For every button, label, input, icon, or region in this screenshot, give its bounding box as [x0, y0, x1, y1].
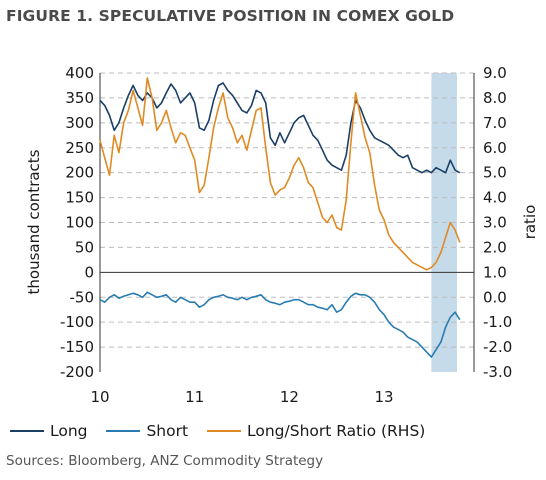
- series-long-line: [99, 82, 461, 174]
- y-right-tick-label: 5.0: [483, 164, 507, 182]
- y-left-tick-label: -200: [60, 363, 94, 381]
- y-left-tick-label: -150: [60, 338, 94, 356]
- x-tick-label: 11: [185, 388, 204, 406]
- y-right-tick-label: -3.0: [483, 363, 512, 381]
- x-tick-label: 10: [90, 388, 109, 406]
- y-left-tick-label: 400: [65, 64, 94, 82]
- y-right-tick-label: 3.0: [483, 214, 507, 232]
- series-ratio-line: [99, 77, 461, 271]
- legend-swatch-long: [10, 430, 44, 432]
- legend-label-short: Short: [146, 422, 189, 440]
- y-left-tick-label: 150: [65, 189, 94, 207]
- source-note: Sources: Bloomberg, ANZ Commodity Strate…: [6, 453, 324, 469]
- y-right-tick-label: 7.0: [483, 114, 507, 132]
- y-right-tick-label: -1.0: [483, 313, 512, 331]
- y-left-tick-label: -100: [60, 313, 94, 331]
- chart-plot: 400 350 300 250 200 150 100 50 0 -50 -100 -150 -200 9…: [60, 64, 512, 406]
- y-left-tick-label: 0: [84, 263, 94, 281]
- legend-swatch-short: [106, 430, 141, 432]
- legend-item-ratio: Long/Short Ratio (RHS): [207, 422, 425, 440]
- y-left-tick-label: -50: [70, 288, 95, 306]
- legend-label-ratio: Long/Short Ratio (RHS): [247, 422, 426, 440]
- y-right-tick-label: 6.0: [483, 139, 507, 157]
- y-right-tick-label: 1.0: [483, 263, 507, 281]
- chart-legend: Long Short Long/Short Ratio (RHS): [10, 418, 439, 440]
- y-left-tick-label: 200: [65, 164, 94, 182]
- y-left-tick-label: 50: [75, 238, 94, 256]
- y-right-tick-label: 4.0: [483, 189, 507, 207]
- y-right-tick-label: 9.0: [483, 64, 507, 82]
- y-right-tick-label: 8.0: [483, 89, 507, 107]
- y-left-tick-label: 250: [65, 139, 94, 157]
- y-right-tick-label: -2.0: [483, 338, 512, 356]
- legend-swatch-ratio: [207, 430, 241, 432]
- y-left-tick-label: 300: [65, 114, 94, 132]
- legend-item-long: Long: [10, 422, 88, 440]
- legend-item-short: Short: [106, 422, 188, 440]
- y-left-tick-label: 350: [65, 89, 94, 107]
- chart-title: FIGURE 1. SPECULATIVE POSITION IN COMEX …: [6, 7, 455, 25]
- x-tick-label: 12: [280, 388, 299, 406]
- x-tick-label: 13: [375, 388, 394, 406]
- y-right-tick-label: 2.0: [483, 238, 507, 256]
- y-right-tick-label: 0.0: [483, 288, 507, 306]
- y-left-tick-label: 100: [65, 214, 94, 232]
- y-axis-right-title: ratio: [521, 204, 539, 240]
- y-axis-left-title: thousand contracts: [25, 149, 43, 295]
- legend-label-long: Long: [50, 422, 88, 440]
- series-short-line: [99, 291, 461, 358]
